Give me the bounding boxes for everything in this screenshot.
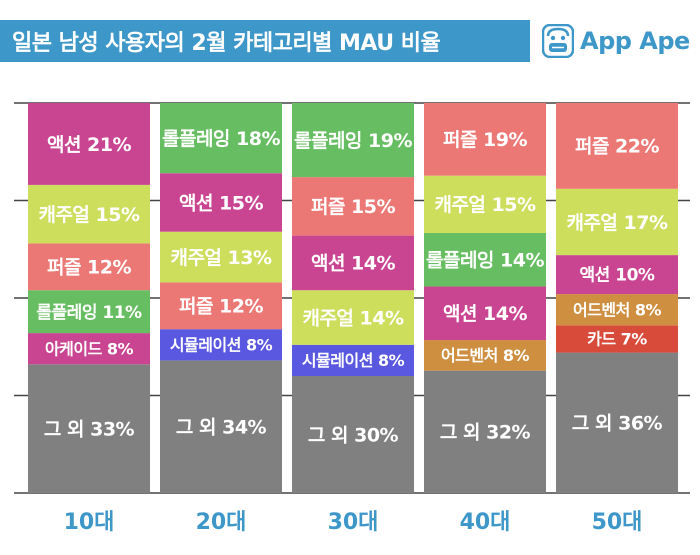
data-label: 롤플레잉 11%	[36, 303, 142, 323]
data-label: 어드벤처 8%	[441, 346, 530, 365]
x-tick-label: 20대	[196, 510, 247, 535]
brand-name: App Ape	[580, 27, 690, 55]
bar-segment	[160, 103, 282, 174]
data-label: 그 외 30%	[308, 424, 399, 446]
title-bar: 일본 남성 사용자의 2월 카테고리별 MAU 비율	[0, 20, 530, 62]
bar-segment	[160, 282, 282, 330]
x-tick-label: 30대	[328, 510, 379, 535]
bar-segment	[28, 184, 150, 244]
brand-logo: App Ape	[542, 20, 690, 62]
app-ape-monkey-icon	[542, 24, 574, 58]
data-label: 롤플레잉 19%	[294, 130, 412, 152]
data-label: 그 외 36%	[572, 413, 663, 435]
bar-segment	[292, 290, 414, 345]
bar-segment	[160, 231, 282, 283]
data-label: 캐주얼 15%	[434, 194, 535, 216]
data-label: 액션 14%	[443, 303, 528, 325]
data-label: 액션 15%	[179, 192, 264, 214]
bar-segment	[556, 352, 678, 493]
x-tick-label: 10대	[64, 510, 115, 535]
bar-segment	[292, 235, 414, 291]
bar-segment	[424, 233, 546, 287]
data-label: 캐주얼 15%	[38, 204, 139, 226]
bar-segment	[28, 333, 150, 365]
bar-segment	[160, 173, 282, 232]
bar-segment	[556, 255, 678, 295]
bar-segment	[424, 286, 546, 341]
data-label: 퍼즐 12%	[47, 257, 132, 279]
bar-segment	[292, 376, 414, 493]
data-label: 시뮬레이션 8%	[170, 336, 273, 355]
data-label: 퍼즐 15%	[311, 196, 396, 218]
data-label: 그 외 32%	[440, 422, 531, 444]
bar-segment	[28, 243, 150, 291]
data-label: 액션 21%	[47, 134, 132, 156]
data-label: 그 외 33%	[44, 418, 135, 440]
bar-segment	[28, 103, 150, 185]
bar-segment	[424, 370, 546, 493]
data-label: 퍼즐 22%	[575, 136, 660, 158]
bar-segment	[424, 103, 546, 176]
data-label: 롤플레잉 18%	[162, 128, 280, 150]
data-label: 그 외 34%	[176, 417, 267, 439]
data-label: 캐주얼 14%	[302, 307, 403, 329]
data-label: 액션 14%	[311, 253, 396, 275]
data-label: 캐주얼 17%	[566, 212, 667, 234]
bar-segment	[556, 294, 678, 326]
data-label: 아케이드 8%	[45, 339, 134, 358]
bar-segment	[424, 340, 546, 371]
data-label: 시뮬레이션 8%	[302, 351, 405, 370]
bar-segment	[160, 329, 282, 361]
data-label: 퍼즐 19%	[443, 129, 528, 151]
bar-segment	[292, 344, 414, 376]
bar-segment	[292, 177, 414, 236]
data-label: 액션 10%	[580, 266, 655, 286]
chart-title: 일본 남성 사용자의 2월 카테고리별 MAU 비율	[12, 31, 441, 56]
bar-segment	[556, 325, 678, 353]
data-label: 캐주얼 13%	[170, 247, 271, 269]
x-tick-label: 50대	[592, 510, 643, 535]
bar-segment	[28, 290, 150, 334]
data-label: 퍼즐 12%	[179, 296, 264, 318]
bar-segment	[424, 175, 546, 233]
bar-segment	[556, 103, 678, 189]
bar-segment	[556, 188, 678, 256]
data-label: 롤플레잉 14%	[426, 250, 544, 272]
bar-segment	[292, 103, 414, 178]
bar-segment	[160, 360, 282, 493]
bar-segment	[28, 364, 150, 493]
data-label: 카드 7%	[587, 330, 647, 349]
data-label: 어드벤처 8%	[573, 300, 662, 319]
x-tick-label: 40대	[460, 510, 511, 535]
